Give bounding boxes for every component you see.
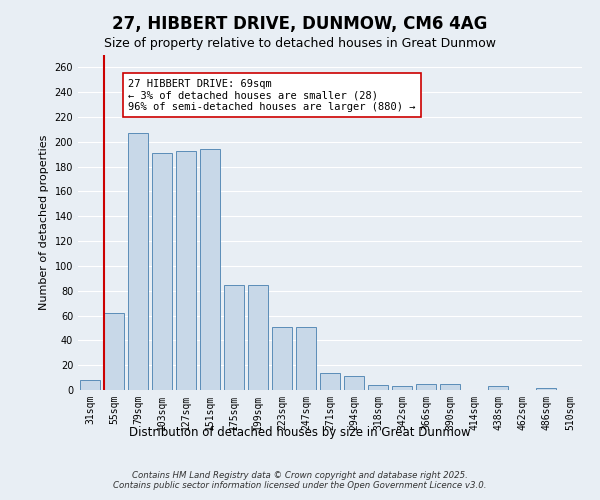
Text: Distribution of detached houses by size in Great Dunmow: Distribution of detached houses by size …	[129, 426, 471, 439]
Text: Size of property relative to detached houses in Great Dunmow: Size of property relative to detached ho…	[104, 38, 496, 51]
Bar	[488, 386, 508, 390]
Bar	[104, 313, 124, 390]
Bar	[152, 153, 172, 390]
Bar	[344, 376, 364, 390]
Bar	[320, 372, 340, 390]
Text: 27, HIBBERT DRIVE, DUNMOW, CM6 4AG: 27, HIBBERT DRIVE, DUNMOW, CM6 4AG	[112, 15, 488, 33]
Text: 27 HIBBERT DRIVE: 69sqm
← 3% of detached houses are smaller (28)
96% of semi-det: 27 HIBBERT DRIVE: 69sqm ← 3% of detached…	[128, 78, 416, 112]
Bar	[80, 380, 100, 390]
Bar	[440, 384, 460, 390]
Y-axis label: Number of detached properties: Number of detached properties	[39, 135, 49, 310]
Bar	[200, 150, 220, 390]
Bar	[416, 384, 436, 390]
Bar	[128, 133, 148, 390]
Bar	[296, 326, 316, 390]
Bar	[368, 385, 388, 390]
Text: Contains HM Land Registry data © Crown copyright and database right 2025.
Contai: Contains HM Land Registry data © Crown c…	[113, 470, 487, 490]
Bar	[392, 386, 412, 390]
Bar	[176, 150, 196, 390]
Bar	[272, 326, 292, 390]
Bar	[248, 284, 268, 390]
Bar	[224, 284, 244, 390]
Bar	[536, 388, 556, 390]
